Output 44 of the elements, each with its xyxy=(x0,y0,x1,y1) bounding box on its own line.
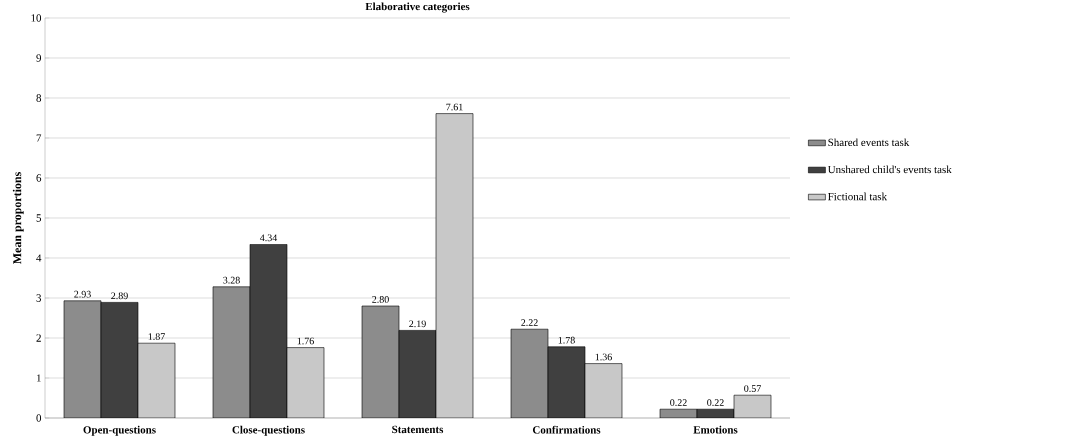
y-axis-title: Mean proportions xyxy=(12,172,24,265)
data-label: 1.36 xyxy=(595,353,612,361)
bar xyxy=(435,113,474,418)
data-label: 4.34 xyxy=(259,234,278,242)
bar xyxy=(398,330,437,418)
bar xyxy=(547,346,586,418)
y-tick-label: 9 xyxy=(36,54,42,62)
y-tick-label: 3 xyxy=(36,294,42,302)
x-tick-label: Statements xyxy=(392,425,444,434)
data-label: 7.61 xyxy=(446,103,463,111)
data-label: 0.22 xyxy=(670,399,687,406)
bar xyxy=(249,244,288,418)
legend-label: Unshared child's events task xyxy=(827,165,952,174)
x-tick-label: Emotions xyxy=(693,425,738,434)
data-label: 0.57 xyxy=(744,385,761,392)
data-label: 1.76 xyxy=(297,337,314,345)
chart-title: Elaborative categories xyxy=(365,2,470,13)
y-tick-label: 5 xyxy=(36,214,42,222)
y-tick-label: 4 xyxy=(36,254,42,262)
data-label: 2.22 xyxy=(521,319,538,326)
x-tick-label: Open-questions xyxy=(83,425,156,436)
y-tick-label: 8 xyxy=(36,94,42,102)
y-tick-label: 1 xyxy=(36,374,41,382)
y-tick-label: 6 xyxy=(36,174,42,182)
data-label: 2.89 xyxy=(111,292,128,300)
legend-label: Fictional task xyxy=(828,192,888,201)
x-tick-label: Confirmations xyxy=(532,425,601,434)
bar xyxy=(286,347,325,418)
data-label: 1.87 xyxy=(148,333,165,340)
bar xyxy=(100,302,139,418)
data-label: 2.93 xyxy=(74,290,91,298)
legend-label: Shared events task xyxy=(828,138,910,147)
data-label: 2.80 xyxy=(372,296,389,303)
y-tick-label: 2 xyxy=(36,334,41,342)
data-label: 2.19 xyxy=(409,320,426,328)
data-label: 3.28 xyxy=(223,276,240,284)
bar xyxy=(137,342,176,418)
y-tick-label: 10 xyxy=(31,14,42,22)
data-label: 0.22 xyxy=(707,399,724,406)
data-label: 1.78 xyxy=(558,336,575,344)
x-tick-label: Close-questions xyxy=(232,425,305,436)
bar xyxy=(584,363,623,418)
y-tick-label: 7 xyxy=(36,134,42,142)
y-tick-label: 0 xyxy=(36,414,42,422)
